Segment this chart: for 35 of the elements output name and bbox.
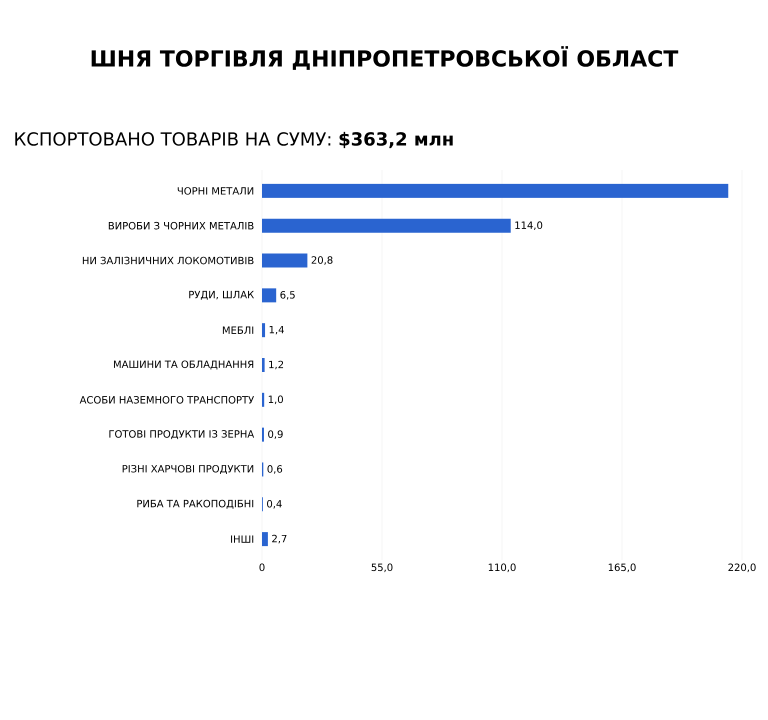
x-tick-label: 0 [259, 564, 265, 572]
chart-subtitle: КСПОРТОВАНО ТОВАРІВ НА СУМУ: $363,2 млн [15, 132, 453, 148]
x-tick-label: 165,0 [608, 564, 636, 572]
y-tick-label: РУДИ, ШЛАК [189, 290, 254, 300]
y-tick-label: ВИРОБИ З ЧОРНИХ МЕТАЛІВ [108, 222, 254, 230]
y-tick-label: ІНШІ [231, 535, 254, 543]
data-label: 1,4 [270, 326, 284, 334]
chart-title: ШНЯ ТОРГІВЛЯ ДНІПРОПЕТРОВСЬКОЇ ОБЛАСТ [92, 46, 678, 70]
data-label: 0,6 [268, 465, 282, 474]
x-tick-label: 55,0 [372, 564, 392, 572]
y-tick-label: МАШИНИ ТА ОБЛАДНАННЯ [114, 360, 254, 370]
x-tick-label: 220,0 [728, 564, 756, 572]
y-tick-label: НИ ЗАЛІЗНИЧНИХ ЛОКОМОТИВІВ [82, 256, 254, 264]
bar [262, 288, 276, 302]
bar [262, 254, 308, 268]
y-tick-label: ЧОРНІ МЕТАЛИ [178, 187, 254, 195]
y-tick-label: АСОБИ НАЗЕМНОГО ТРАНСПОРТУ [80, 396, 254, 404]
bar [262, 532, 268, 546]
y-tick-label: РІЗНІ ХАРЧОВІ ПРОДУКТИ [122, 464, 254, 474]
data-label: 20,8 [312, 256, 332, 265]
bar [262, 358, 265, 372]
bar [262, 323, 266, 338]
data-label: 0,9 [268, 430, 283, 439]
bar [262, 218, 511, 233]
data-label: 0,4 [267, 500, 282, 509]
y-tick-label: МЕБЛІ [222, 326, 254, 334]
data-label: 6,5 [280, 291, 295, 300]
x-tick-label: 110,0 [488, 564, 516, 572]
data-label: 114,0 [515, 221, 542, 230]
y-tick-label: РИБА ТА РАКОПОДІБНІ [137, 500, 254, 509]
data-label: 2,7 [272, 534, 286, 544]
y-tick-label: ГОТОВІ ПРОДУКТИ ІЗ ЗЕРНА [109, 430, 254, 440]
data-label: 1,0 [268, 396, 283, 404]
data-label: 1,2 [269, 360, 284, 370]
bar [262, 184, 728, 198]
